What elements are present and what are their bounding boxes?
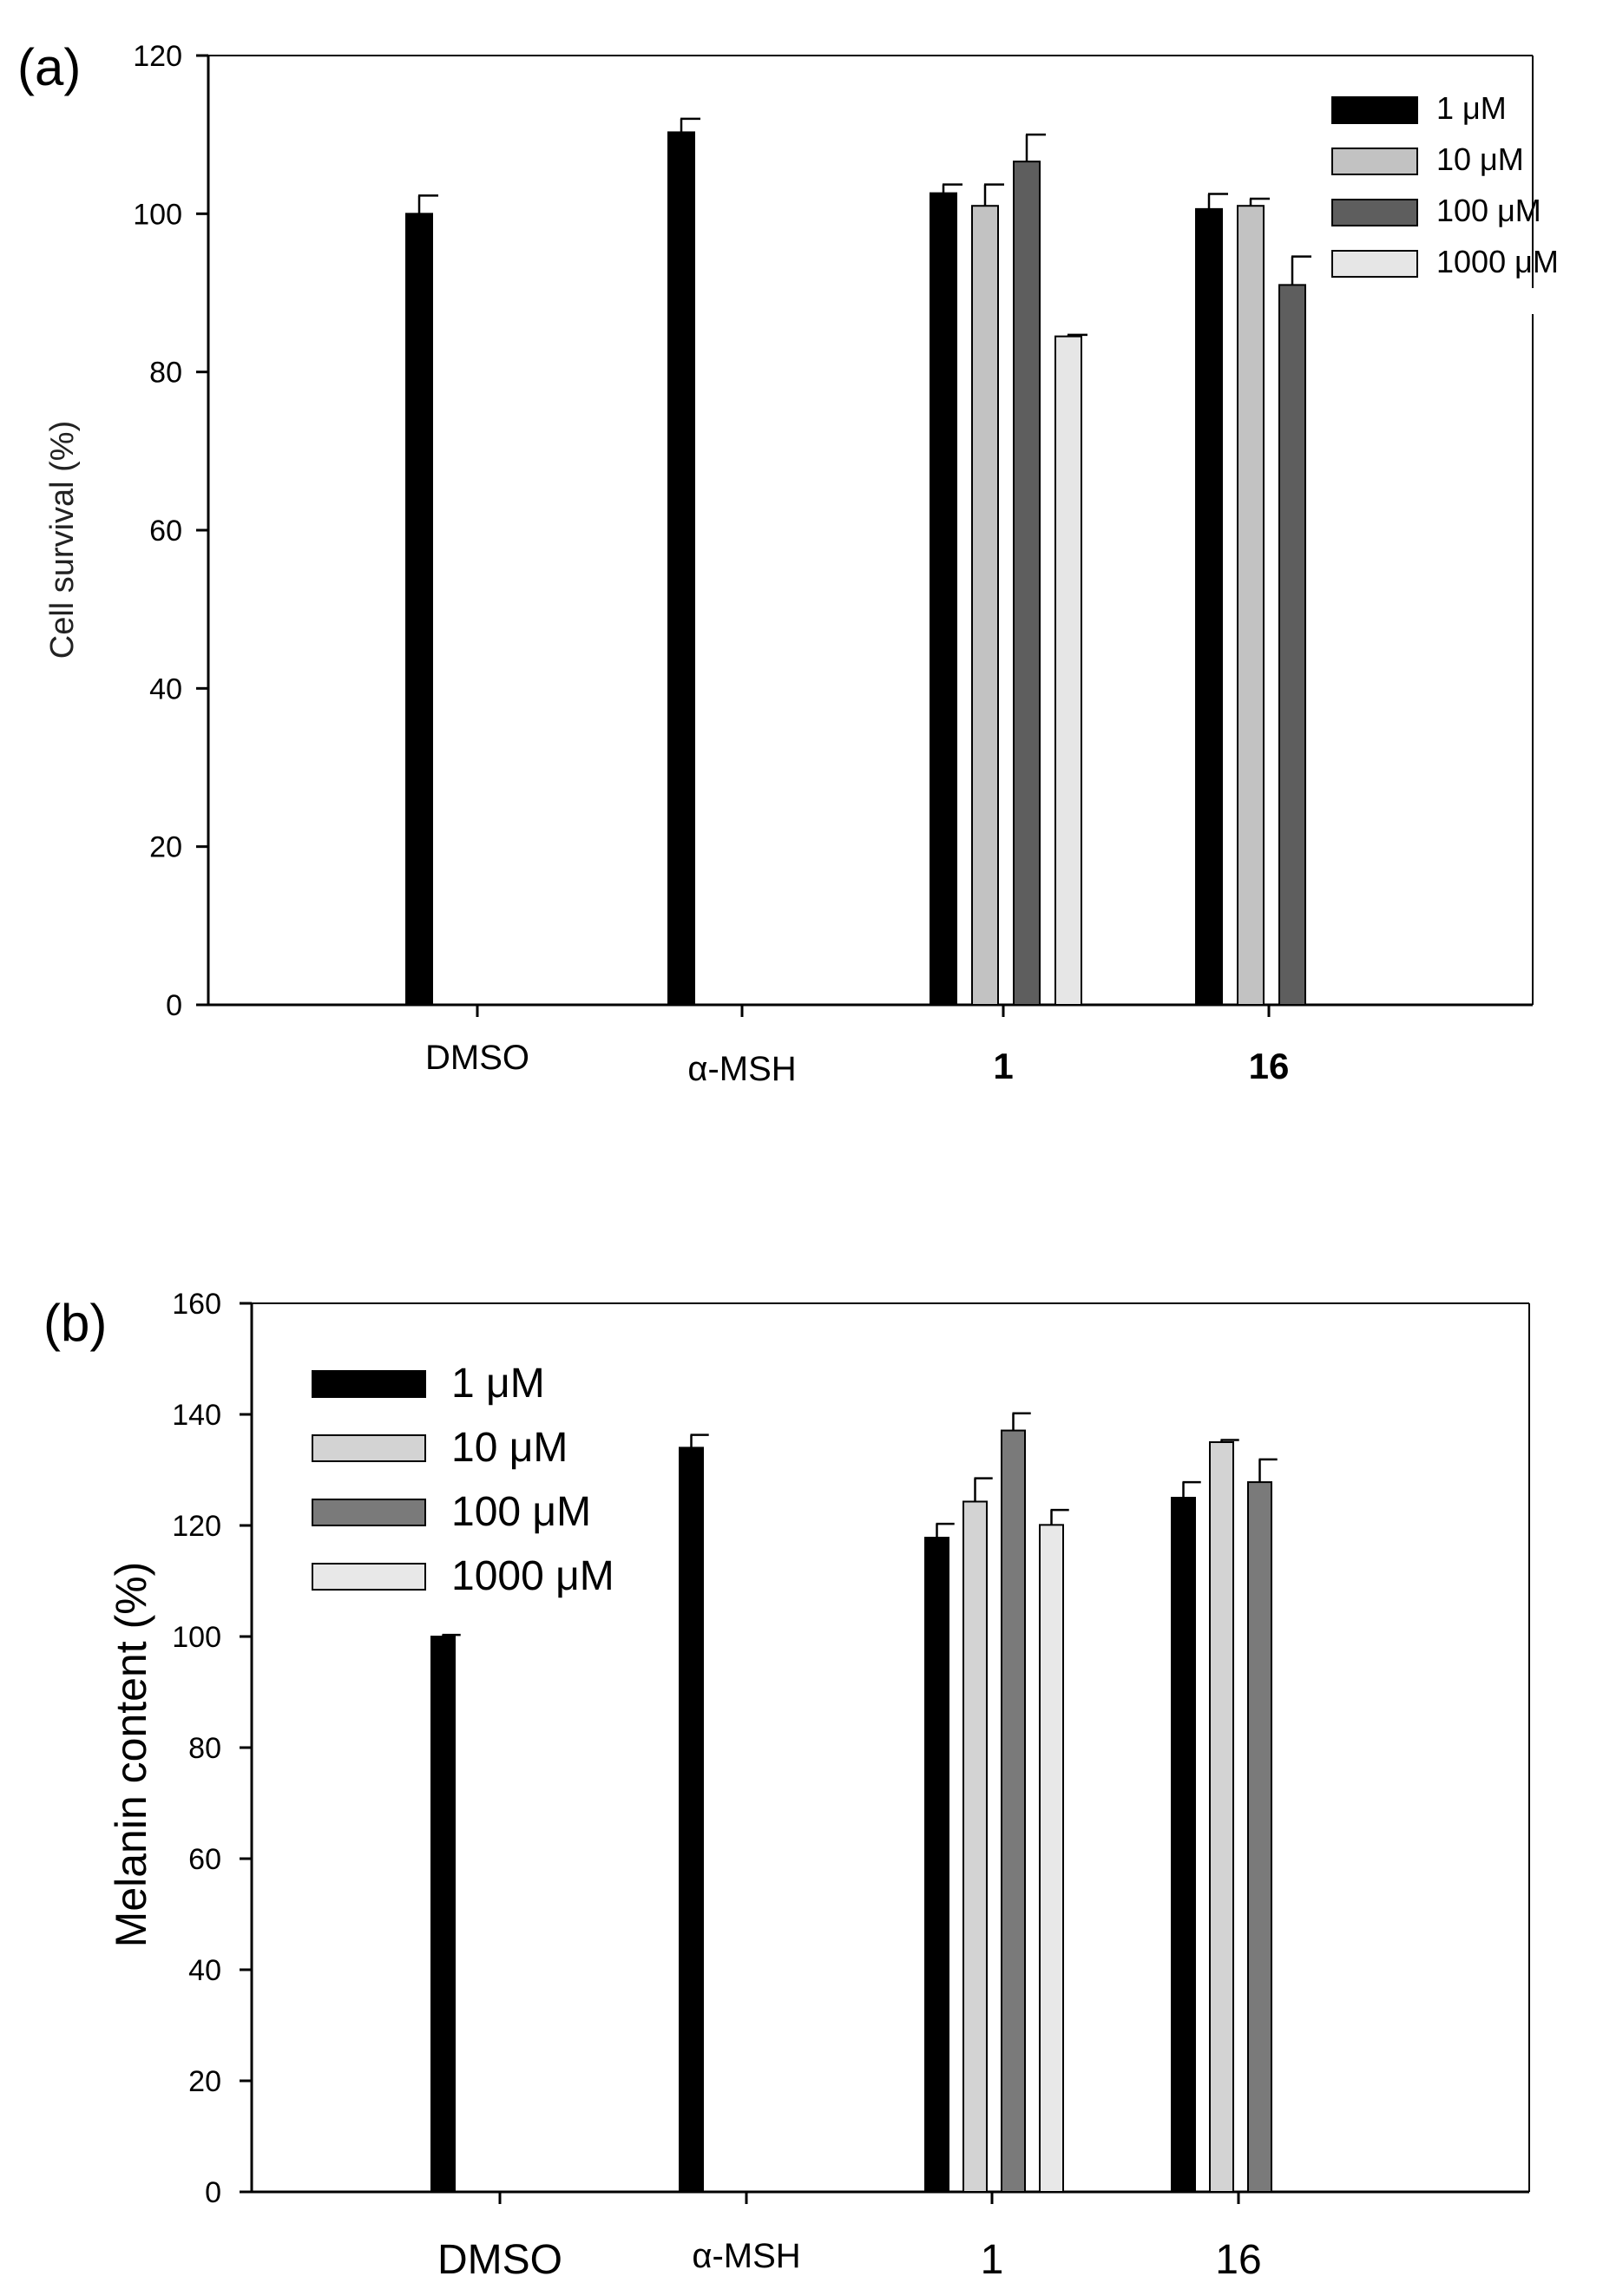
legend-label: 100 μM	[1436, 193, 1541, 228]
bar	[1039, 1524, 1064, 2193]
bar	[971, 205, 999, 1006]
bar	[1013, 161, 1041, 1006]
legend-swatch	[1331, 148, 1418, 175]
bar	[405, 213, 433, 1007]
chart-panel-a: (a) 0 20 40 60 80 100 120 DMSO α-MSH 1 16 1 μM 10 μ…	[17, 38, 1559, 1088]
y-tick-label: 0	[166, 989, 182, 1022]
y-tick-label: 0	[205, 2176, 221, 2209]
y-tick-label: 100	[133, 198, 182, 231]
bar	[1209, 1441, 1234, 2193]
y-tick-label: 60	[149, 515, 182, 548]
y-tick-label: 20	[149, 831, 182, 864]
y-tick-label: 40	[149, 672, 182, 705]
legend-label: 10 μM	[1436, 141, 1524, 177]
x-tick-label: DMSO	[437, 2237, 562, 2283]
bar	[1001, 1429, 1026, 2194]
bar	[1054, 335, 1082, 1006]
y-tick-label: 140	[172, 1399, 221, 1432]
panel-b-legend: 1 μM 10 μM 100 μM 1000 μM	[312, 1361, 614, 1599]
y-tick-label: 80	[188, 1732, 221, 1765]
legend-label: 1000 μM	[1436, 244, 1559, 279]
legend-swatch	[312, 1434, 426, 1462]
y-tick-label: 80	[149, 357, 182, 390]
y-tick-label: 40	[188, 1954, 221, 1987]
chart-panel-b: (b) 0 20 40 60 80 100 120 140 160 DMSO α-MSH 1 16 1 …	[43, 1288, 1530, 2283]
x-tick-label: α-MSH	[692, 2237, 800, 2275]
legend-label: 10 μM	[451, 1425, 568, 1471]
x-tick-label: DMSO	[425, 1039, 529, 1077]
bar	[930, 192, 957, 1006]
bar	[430, 1636, 456, 2193]
legend-label: 1000 μM	[451, 1553, 614, 1599]
legend-label: 1 μM	[451, 1361, 545, 1407]
panel-b-bars	[430, 1412, 1278, 2194]
bar	[1247, 1481, 1272, 2193]
x-tick-label: 16	[1215, 2237, 1261, 2283]
panel-a-axes: 0 20 40 60 80 100 120 DMSO α-MSH 1 16	[133, 40, 1534, 1088]
panel-b-letter: (b)	[43, 1294, 107, 1352]
x-tick-label: 16	[1249, 1046, 1290, 1086]
y-tick-label: 120	[133, 40, 182, 73]
legend-label: 100 μM	[451, 1489, 591, 1535]
y-tick-label: 120	[172, 1510, 221, 1543]
panel-a-y-axis-label: Cell survival (%)	[44, 421, 81, 659]
legend-swatch	[1331, 250, 1418, 278]
y-tick-label: 160	[172, 1288, 221, 1321]
bar	[1237, 205, 1265, 1006]
panel-b-axes: 0 20 40 60 80 100 120 140 160 DMSO α-MSH 1 16	[172, 1288, 1530, 2283]
panel-a-letter: (a)	[17, 38, 81, 96]
panel-a-legend: 1 μM 10 μM 100 μM 1000 μM	[1331, 90, 1559, 279]
legend-swatch	[312, 1563, 426, 1591]
bar	[679, 1446, 704, 2193]
bar	[667, 131, 695, 1007]
x-tick-label: 1	[993, 1046, 1013, 1086]
x-tick-label: α-MSH	[687, 1050, 796, 1088]
legend-swatch	[1331, 96, 1418, 124]
legend-swatch	[312, 1499, 426, 1526]
bar	[1195, 207, 1223, 1006]
bar	[924, 1537, 949, 2193]
panel-b-y-axis-label: Melanin content (%)	[107, 1562, 155, 1948]
y-tick-label: 100	[172, 1621, 221, 1654]
legend-swatch	[312, 1370, 426, 1398]
bar	[1171, 1497, 1196, 2193]
legend-swatch	[1331, 199, 1418, 226]
bar	[962, 1500, 988, 2193]
bar	[1278, 284, 1306, 1006]
x-tick-label: 1	[981, 2237, 1004, 2283]
y-tick-label: 60	[188, 1843, 221, 1876]
panel-a-bars	[405, 117, 1311, 1007]
y-tick-label: 20	[188, 2065, 221, 2098]
legend-label: 1 μM	[1436, 90, 1507, 126]
